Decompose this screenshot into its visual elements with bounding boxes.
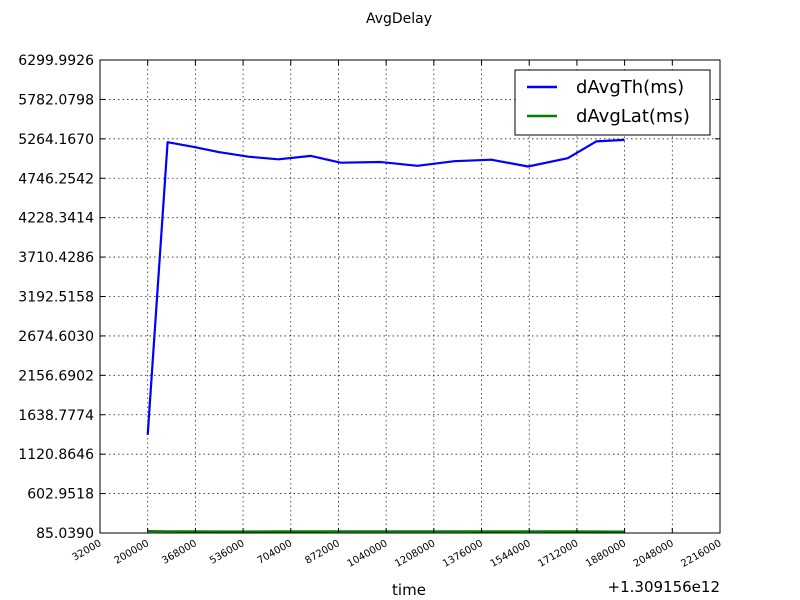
x-tick-label: 368000 bbox=[160, 538, 199, 567]
x-axis-label: time bbox=[392, 581, 426, 599]
legend-label: dAvgTh(ms) bbox=[576, 77, 684, 98]
x-tick-label: 704000 bbox=[256, 538, 295, 567]
y-tick-label: 3192.5158 bbox=[18, 290, 94, 306]
x-tick-label: 1880000 bbox=[584, 538, 628, 570]
series-line-0 bbox=[146, 138, 625, 435]
y-tick-label: 4228.3414 bbox=[18, 211, 94, 227]
y-tick-label: 1120.8646 bbox=[18, 447, 94, 463]
y-tick-label: 3710.4286 bbox=[18, 250, 94, 266]
y-tick-label: 602.9518 bbox=[27, 487, 94, 503]
legend: dAvgTh(ms) dAvgLat(ms) bbox=[514, 69, 711, 136]
x-tick-label: 200000 bbox=[113, 538, 152, 567]
y-tick-label: 6299.9926 bbox=[18, 53, 94, 69]
y-tick-label: 1638.7774 bbox=[18, 408, 94, 424]
x-tick-label: 2216000 bbox=[679, 538, 723, 570]
legend-box bbox=[514, 69, 711, 136]
series-layer bbox=[146, 138, 625, 533]
y-tick-label: 2156.6902 bbox=[18, 368, 94, 384]
x-tick-label: 1712000 bbox=[536, 538, 580, 570]
x-tick-label: 1040000 bbox=[346, 538, 390, 570]
x-tick-label: 1544000 bbox=[489, 538, 533, 570]
chart-title: AvgDelay bbox=[366, 11, 432, 27]
legend-label: dAvgLat(ms) bbox=[576, 106, 690, 127]
x-tick-label: 1376000 bbox=[441, 538, 485, 570]
y-tick-label: 85.0390 bbox=[36, 526, 94, 542]
x-tick-label: 536000 bbox=[208, 538, 247, 567]
series-line-1 bbox=[147, 530, 625, 533]
x-tick-label: 2048000 bbox=[632, 538, 676, 570]
y-tick-label: 2674.6030 bbox=[18, 329, 94, 345]
x-axis-offset: +1.309156e12 bbox=[608, 578, 720, 596]
x-tick-label: 1208000 bbox=[393, 538, 437, 570]
y-tick-label: 4746.2542 bbox=[18, 171, 94, 187]
y-axis-ticks: 85.0390 602.9518 1120.8646 1638.7774 2156.69… bbox=[18, 53, 720, 542]
x-tick-label: 872000 bbox=[303, 538, 342, 567]
y-tick-label: 5264.1670 bbox=[18, 132, 94, 148]
y-tick-label: 5782.0798 bbox=[18, 92, 94, 108]
